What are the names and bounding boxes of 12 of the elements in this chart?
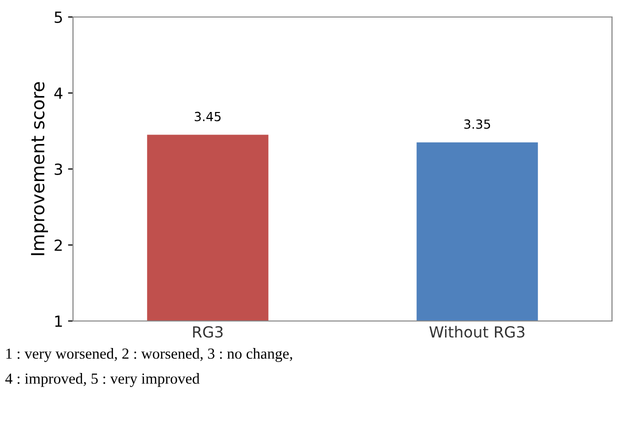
- data-label: 3.45: [194, 112, 221, 122]
- data-label: 3.35: [464, 119, 490, 129]
- text: 1 : very worsened, 2 : worsened, 3 : no change,: [6, 348, 292, 362]
- y-tick-label: 4: [54, 88, 62, 99]
- x-tick-label: Without RG3: [429, 326, 524, 338]
- y-axis-title: Improvement score: [31, 82, 48, 256]
- y-tick-label: 3: [54, 163, 62, 176]
- y-tick-label: 1: [55, 316, 62, 327]
- text: 4 : improved, 5 : very improved: [5, 373, 200, 387]
- y-tick-label: 5: [54, 12, 62, 24]
- y-tick-label: 2: [54, 239, 62, 251]
- x-tick-label: RG3: [193, 326, 223, 338]
